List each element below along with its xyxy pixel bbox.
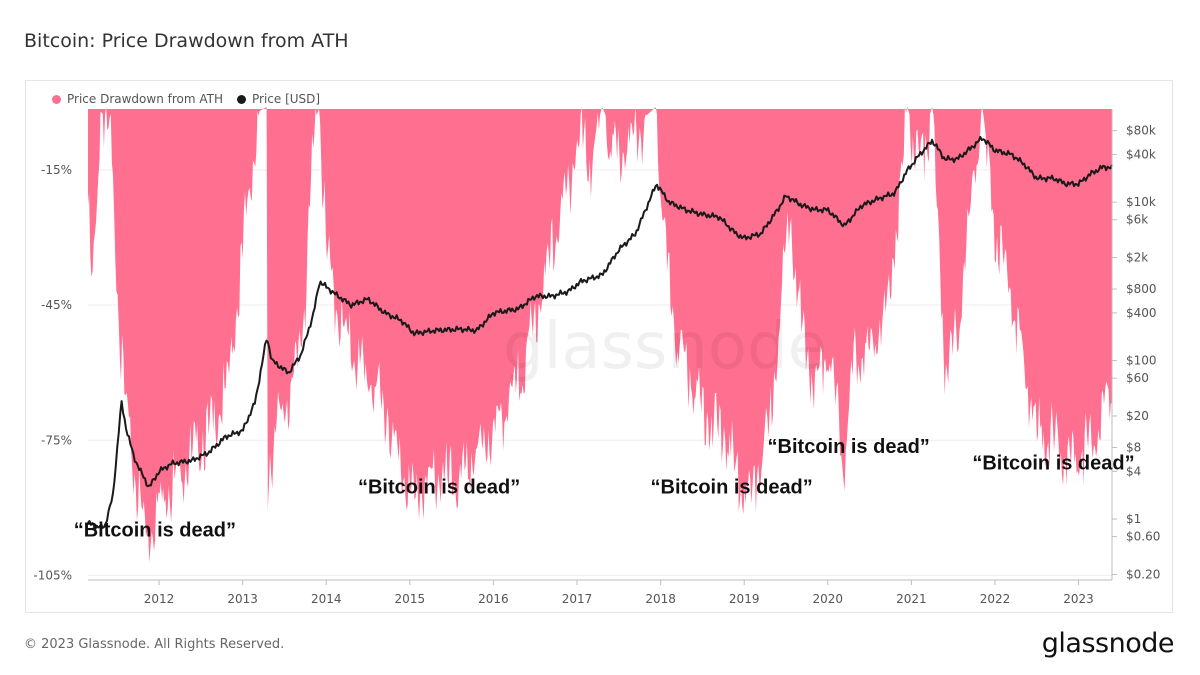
y-left-tick-label: -75%	[41, 433, 72, 447]
y-left-tick-label: -45%	[41, 298, 72, 312]
watermark: glassnode	[503, 310, 827, 384]
annotation-bitcoin-is-dead: “Bitcoin is dead”	[651, 477, 813, 499]
y-right-tick-label: $2k	[1126, 251, 1148, 265]
y-right-tick-label: $40k	[1126, 147, 1156, 161]
y-right-tick-label: $4	[1126, 464, 1141, 478]
y-right-tick-label: $6k	[1126, 213, 1148, 227]
drawdown-area-series[interactable]	[88, 106, 1112, 563]
chart-legend: Price Drawdown from ATH Price [USD]	[52, 92, 320, 106]
legend-label-drawdown: Price Drawdown from ATH	[67, 92, 223, 106]
x-tick-label: 2014	[311, 592, 342, 606]
y-right-tick-label: $0.60	[1126, 530, 1160, 544]
annotation-bitcoin-is-dead: “Bitcoin is dead”	[74, 520, 236, 542]
legend-dot-drawdown	[52, 94, 61, 104]
x-tick-label: 2019	[729, 592, 760, 606]
legend-item-price[interactable]: Price [USD]	[237, 92, 320, 106]
y-right-tick-label: $400	[1126, 306, 1157, 320]
x-tick-label: 2015	[395, 592, 426, 606]
x-tick-label: 2013	[227, 592, 258, 606]
annotations: “Bitcoin is dead” “Bitcoin is dead” “Bitco…	[74, 436, 1135, 542]
x-tick-label: 2012	[144, 592, 175, 606]
y-left-tick-label: -15%	[41, 163, 72, 177]
x-tick-label: 2017	[562, 592, 593, 606]
x-tick-label: 2022	[980, 592, 1011, 606]
y-right-tick-label: $80k	[1126, 124, 1156, 138]
copyright-text: © 2023 Glassnode. All Rights Reserved.	[24, 637, 285, 652]
y-right-tick-label: $20	[1126, 409, 1149, 423]
x-tick-label: 2016	[478, 592, 509, 606]
axes: -15% -45% -75% -105% 2012 2013 2014 2015 2016 201…	[33, 109, 1160, 606]
x-tick-label: 2021	[896, 592, 927, 606]
legend-label-price: Price [USD]	[252, 92, 321, 106]
x-tick-label: 2018	[645, 592, 676, 606]
brand-logo[interactable]: glassnode	[1041, 628, 1175, 659]
y-right-tick-label: $10k	[1126, 195, 1156, 209]
y-right-tick-label: $60	[1126, 371, 1149, 385]
y-right-tick-label: $100	[1126, 354, 1157, 368]
y-right-tick-label: $800	[1126, 282, 1157, 296]
price-line-series[interactable]	[87, 135, 1113, 531]
y-right-tick-label: $8	[1126, 440, 1141, 454]
annotation-bitcoin-is-dead: “Bitcoin is dead”	[768, 436, 930, 458]
x-tick-label: 2020	[813, 592, 844, 606]
y-left-tick-label: -105%	[33, 568, 72, 582]
y-right-tick-label: $1	[1126, 512, 1141, 526]
annotation-bitcoin-is-dead: “Bitcoin is dead”	[358, 477, 520, 499]
chart-title: Bitcoin: Price Drawdown from ATH	[24, 30, 349, 52]
x-tick-label: 2023	[1063, 592, 1094, 606]
legend-dot-price	[237, 94, 246, 104]
y-right-tick-label: $0.20	[1126, 567, 1160, 581]
annotation-bitcoin-is-dead: “Bitcoin is dead”	[972, 453, 1134, 475]
legend-item-drawdown[interactable]: Price Drawdown from ATH	[52, 92, 223, 106]
